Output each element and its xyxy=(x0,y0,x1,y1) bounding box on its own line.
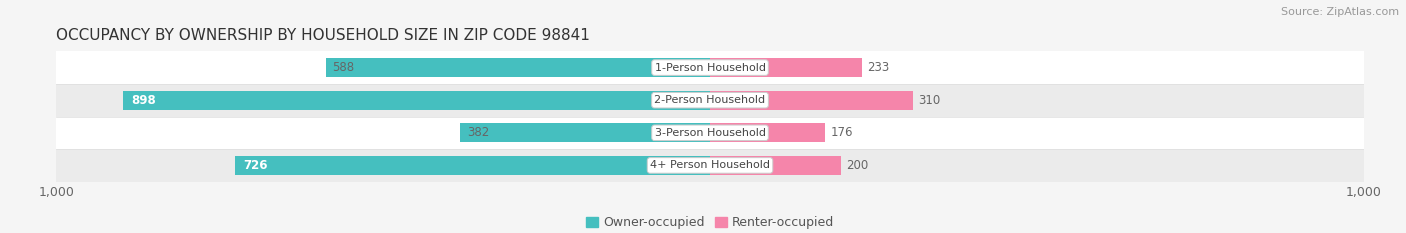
Text: 2-Person Household: 2-Person Household xyxy=(654,95,766,105)
Bar xyxy=(122,91,710,110)
Text: 1-Person Household: 1-Person Household xyxy=(655,63,765,72)
Bar xyxy=(460,123,710,142)
Text: 176: 176 xyxy=(831,126,853,139)
Text: 4+ Person Household: 4+ Person Household xyxy=(650,161,770,170)
Text: 233: 233 xyxy=(868,61,890,74)
Text: 200: 200 xyxy=(846,159,869,172)
Bar xyxy=(710,156,841,175)
Bar xyxy=(326,58,710,77)
Bar xyxy=(710,91,912,110)
Bar xyxy=(56,84,1364,116)
Bar xyxy=(56,149,1364,182)
Text: 588: 588 xyxy=(332,61,354,74)
Text: 310: 310 xyxy=(918,94,941,107)
Text: OCCUPANCY BY OWNERSHIP BY HOUSEHOLD SIZE IN ZIP CODE 98841: OCCUPANCY BY OWNERSHIP BY HOUSEHOLD SIZE… xyxy=(56,28,591,43)
Text: 898: 898 xyxy=(131,94,156,107)
Bar xyxy=(710,58,862,77)
Bar xyxy=(56,51,1364,84)
Bar xyxy=(710,123,825,142)
Text: 726: 726 xyxy=(243,159,267,172)
Text: 382: 382 xyxy=(467,126,489,139)
Text: Source: ZipAtlas.com: Source: ZipAtlas.com xyxy=(1281,7,1399,17)
Text: 3-Person Household: 3-Person Household xyxy=(655,128,765,138)
Bar xyxy=(56,116,1364,149)
Bar xyxy=(235,156,710,175)
Legend: Owner-occupied, Renter-occupied: Owner-occupied, Renter-occupied xyxy=(581,212,839,233)
